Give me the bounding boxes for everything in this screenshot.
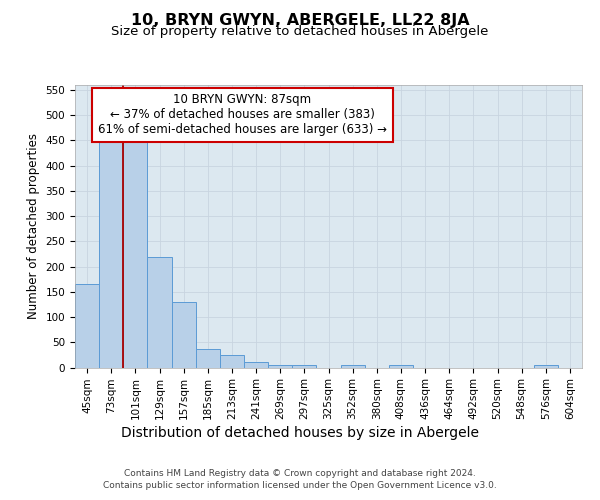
Bar xyxy=(196,350,220,368)
Y-axis label: Number of detached properties: Number of detached properties xyxy=(27,133,40,320)
Bar xyxy=(99,142,123,368)
Bar xyxy=(341,365,365,368)
Bar xyxy=(389,365,413,368)
Bar xyxy=(534,365,558,368)
Text: 10, BRYN GWYN, ABERGELE, LL22 8JA: 10, BRYN GWYN, ABERGELE, LL22 8JA xyxy=(131,12,469,28)
Bar xyxy=(75,284,99,368)
Bar xyxy=(148,256,172,368)
Bar xyxy=(268,365,292,368)
Bar xyxy=(244,362,268,368)
Bar xyxy=(292,365,316,368)
Bar xyxy=(220,355,244,368)
Text: Contains public sector information licensed under the Open Government Licence v3: Contains public sector information licen… xyxy=(103,480,497,490)
Text: Distribution of detached houses by size in Abergele: Distribution of detached houses by size … xyxy=(121,426,479,440)
Text: Size of property relative to detached houses in Abergele: Size of property relative to detached ho… xyxy=(112,25,488,38)
Text: 10 BRYN GWYN: 87sqm
← 37% of detached houses are smaller (383)
61% of semi-detac: 10 BRYN GWYN: 87sqm ← 37% of detached ho… xyxy=(98,94,387,136)
Bar xyxy=(123,142,148,368)
Bar xyxy=(172,302,196,368)
Text: Contains HM Land Registry data © Crown copyright and database right 2024.: Contains HM Land Registry data © Crown c… xyxy=(124,470,476,478)
